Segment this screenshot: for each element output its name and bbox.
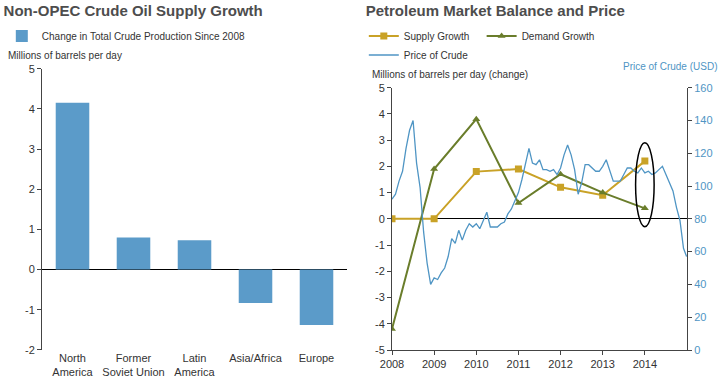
svg-text:Supply Growth: Supply Growth bbox=[404, 31, 470, 42]
svg-text:140: 140 bbox=[694, 114, 712, 126]
svg-text:-2: -2 bbox=[25, 344, 35, 356]
svg-text:3: 3 bbox=[29, 143, 35, 155]
svg-text:-4: -4 bbox=[375, 318, 385, 330]
svg-text:Europe: Europe bbox=[299, 352, 334, 364]
svg-text:Price of Crude (USD): Price of Crude (USD) bbox=[623, 61, 717, 72]
svg-text:160: 160 bbox=[694, 82, 712, 94]
svg-text:40: 40 bbox=[694, 278, 706, 290]
svg-text:0: 0 bbox=[694, 344, 700, 356]
svg-text:Change in Total Crude Producti: Change in Total Crude Production Since 2… bbox=[42, 31, 245, 42]
svg-text:2008: 2008 bbox=[380, 358, 404, 370]
svg-text:2009: 2009 bbox=[422, 358, 446, 370]
svg-text:4: 4 bbox=[29, 103, 35, 115]
svg-text:4: 4 bbox=[379, 108, 385, 120]
svg-text:-5: -5 bbox=[375, 344, 385, 356]
svg-text:60: 60 bbox=[694, 245, 706, 257]
svg-text:Non-OPEC Crude Oil Supply Grow: Non-OPEC Crude Oil Supply Growth bbox=[4, 2, 263, 19]
svg-text:FormerSoviet Union: FormerSoviet Union bbox=[102, 352, 164, 378]
svg-text:Asia/Africa: Asia/Africa bbox=[229, 352, 282, 364]
svg-text:NorthAmerica: NorthAmerica bbox=[52, 352, 93, 378]
svg-text:3: 3 bbox=[379, 134, 385, 146]
svg-text:2010: 2010 bbox=[464, 358, 488, 370]
svg-text:2: 2 bbox=[29, 183, 35, 195]
svg-text:1: 1 bbox=[379, 186, 385, 198]
svg-text:2: 2 bbox=[379, 160, 385, 172]
svg-text:Demand Growth: Demand Growth bbox=[522, 31, 595, 42]
svg-text:-1: -1 bbox=[25, 304, 35, 316]
svg-text:Price of Crude: Price of Crude bbox=[404, 50, 468, 61]
svg-text:-3: -3 bbox=[375, 291, 385, 303]
svg-text:80: 80 bbox=[694, 213, 706, 225]
svg-text:120: 120 bbox=[694, 147, 712, 159]
svg-text:Millions of barrels per day: Millions of barrels per day bbox=[8, 50, 122, 61]
svg-text:2011: 2011 bbox=[507, 358, 531, 370]
svg-text:2012: 2012 bbox=[548, 358, 572, 370]
svg-text:5: 5 bbox=[29, 63, 35, 75]
svg-text:5: 5 bbox=[379, 82, 385, 94]
svg-text:-2: -2 bbox=[375, 265, 385, 277]
svg-text:1: 1 bbox=[29, 223, 35, 235]
svg-text:Millions of barrels per day (c: Millions of barrels per day (change) bbox=[372, 69, 528, 80]
svg-text:2013: 2013 bbox=[590, 358, 614, 370]
svg-text:100: 100 bbox=[694, 180, 712, 192]
svg-text:2014: 2014 bbox=[633, 358, 657, 370]
svg-text:Petroleum Market Balance and P: Petroleum Market Balance and Price bbox=[366, 2, 625, 19]
svg-text:20: 20 bbox=[694, 311, 706, 323]
svg-text:0: 0 bbox=[379, 213, 385, 225]
svg-text:-1: -1 bbox=[375, 239, 385, 251]
svg-text:LatinAmerica: LatinAmerica bbox=[174, 352, 215, 378]
svg-text:0: 0 bbox=[29, 263, 35, 275]
